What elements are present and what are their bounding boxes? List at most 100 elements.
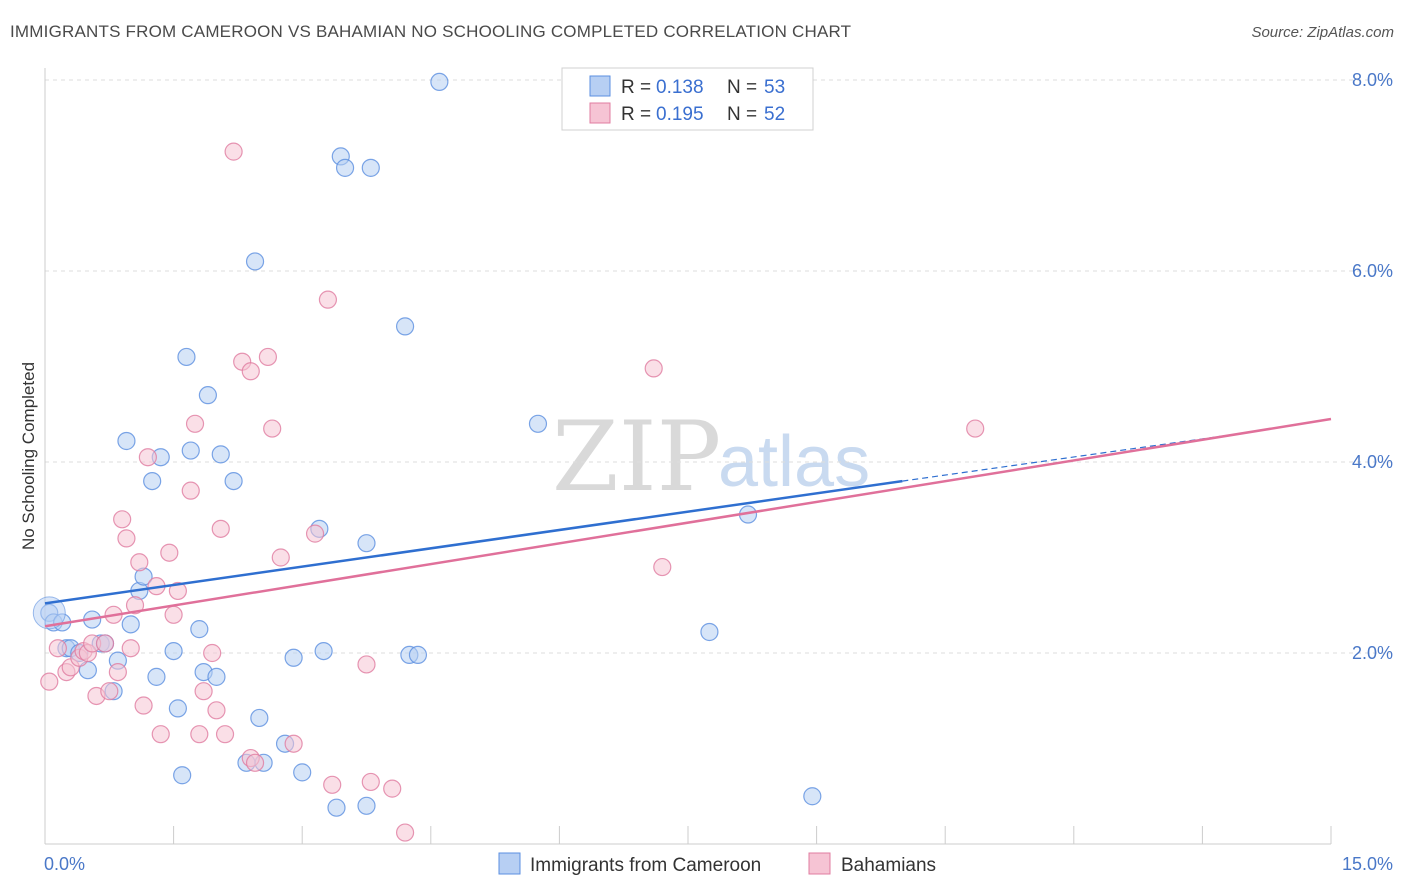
data-point-bahamians: [284, 734, 303, 753]
data-point-bahamians: [168, 581, 187, 601]
data-point-bahamians: [224, 142, 243, 161]
data-point-cameroon: [121, 615, 140, 634]
source-label: Source: ZipAtlas.com: [1251, 24, 1394, 41]
data-point-cameroon: [177, 347, 196, 367]
data-point-bahamians: [395, 823, 415, 842]
series-legend-swatch-cameroon: [498, 852, 521, 875]
tick-labels: 2.0% 4.0% 6.0% 8.0% 0.0% 15.0%: [44, 70, 1393, 874]
data-point-bahamians: [241, 362, 260, 381]
data-point-cameroon: [803, 787, 822, 806]
data-point-cameroon: [168, 699, 187, 718]
data-point-cameroon: [181, 441, 200, 460]
data-point-cameroon: [211, 445, 230, 464]
data-point-cameroon-large: [32, 596, 66, 630]
data-point-cameroon: [357, 796, 376, 815]
legend-n-value-bahamians: 52: [764, 104, 785, 125]
x-tick-label: 15.0%: [1342, 854, 1393, 874]
data-point-bahamians: [207, 701, 226, 720]
legend-swatch-bahamians: [589, 102, 611, 124]
data-point-cameroon: [207, 667, 226, 686]
data-point-cameroon: [408, 645, 428, 665]
data-point-cameroon: [245, 252, 265, 271]
data-point-bahamians: [108, 662, 127, 682]
data-point-bahamians: [151, 725, 170, 744]
data-point-bahamians: [117, 529, 136, 548]
data-point-bahamians: [40, 672, 59, 691]
data-point-bahamians: [258, 347, 278, 367]
legend-n-label-bahamians: N =: [727, 104, 757, 125]
series-legend: Immigrants from Cameroon Bahamians: [498, 852, 936, 876]
data-point-cameroon: [147, 667, 166, 686]
data-point-bahamians: [383, 779, 402, 798]
data-point-bahamians: [271, 548, 290, 567]
legend-r-label-bahamians: R =: [621, 104, 651, 125]
legend-n-value-cameroon: 53: [764, 77, 785, 98]
legend-r-value-bahamians: 0.195: [656, 104, 704, 125]
correlation-legend: R = 0.138 N = 53 R = 0.195 N = 52: [561, 67, 814, 131]
data-point-cameroon: [361, 158, 380, 177]
data-point-bahamians: [138, 448, 157, 467]
legend-swatch-cameroon: [589, 75, 611, 97]
data-points: [32, 72, 985, 842]
axes: [44, 68, 1332, 845]
data-point-bahamians: [245, 753, 265, 772]
legend-r-value-cameroon: 0.138: [656, 77, 704, 98]
data-point-cameroon: [335, 158, 355, 177]
data-point-bahamians: [113, 510, 132, 529]
data-point-cameroon: [293, 763, 312, 782]
series-legend-label-cameroon: Immigrants from Cameroon: [530, 855, 761, 876]
data-point-cameroon: [198, 386, 217, 405]
data-point-bahamians: [95, 634, 115, 653]
data-point-bahamians: [130, 553, 149, 572]
data-point-cameroon: [357, 534, 376, 553]
y-tick-label: 8.0%: [1352, 70, 1393, 90]
data-point-bahamians: [181, 481, 200, 500]
y-tick-label: 4.0%: [1352, 452, 1393, 472]
trend-lines: [44, 417, 1332, 628]
data-point-cameroon: [314, 641, 333, 661]
data-point-cameroon: [164, 641, 183, 661]
y-tick-label: 6.0%: [1352, 261, 1393, 281]
data-point-bahamians: [966, 419, 985, 438]
data-point-cameroon: [284, 648, 303, 667]
y-tick-label: 2.0%: [1352, 643, 1393, 663]
data-point-cameroon: [250, 708, 269, 728]
data-point-cameroon: [528, 414, 548, 433]
data-point-bahamians: [215, 725, 235, 744]
data-point-bahamians: [305, 524, 325, 543]
data-point-cameroon: [190, 620, 209, 639]
legend-n-label-cameroon: N =: [727, 77, 757, 98]
data-point-bahamians: [211, 519, 230, 538]
data-point-bahamians: [125, 596, 145, 615]
data-point-bahamians: [100, 682, 119, 701]
trend-line-cameroon: [44, 479, 903, 605]
x-tick-label: 0.0%: [44, 854, 85, 874]
chart-title: IMMIGRANTS FROM CAMEROON VS BAHAMIAN NO …: [10, 22, 852, 41]
data-point-bahamians: [203, 643, 222, 663]
data-point-bahamians: [160, 543, 179, 562]
data-point-cameroon: [117, 431, 136, 451]
data-point-bahamians: [644, 359, 663, 378]
data-point-cameroon: [700, 622, 719, 642]
data-point-bahamians: [318, 290, 338, 309]
data-point-bahamians: [121, 639, 140, 658]
data-point-bahamians: [164, 605, 183, 624]
trend-line-bahamians: [44, 417, 1332, 628]
data-point-cameroon: [173, 766, 192, 785]
data-point-bahamians: [194, 682, 213, 701]
series-legend-label-bahamians: Bahamians: [841, 855, 936, 876]
series-legend-swatch-bahamians: [808, 852, 831, 875]
data-point-bahamians: [190, 725, 209, 744]
data-point-bahamians: [263, 419, 282, 438]
data-point-cameroon: [430, 72, 449, 92]
legend-r-label-cameroon: R =: [621, 77, 651, 98]
trend-line-cameroon-extension: [902, 434, 1229, 482]
data-point-bahamians: [653, 557, 672, 577]
y-axis-label: No Schooling Completed: [19, 362, 38, 550]
data-point-bahamians: [185, 414, 205, 433]
data-point-bahamians: [357, 655, 376, 674]
data-point-cameroon: [143, 472, 162, 491]
data-point-cameroon: [327, 798, 346, 817]
watermark-zip: ZIP: [552, 401, 721, 513]
